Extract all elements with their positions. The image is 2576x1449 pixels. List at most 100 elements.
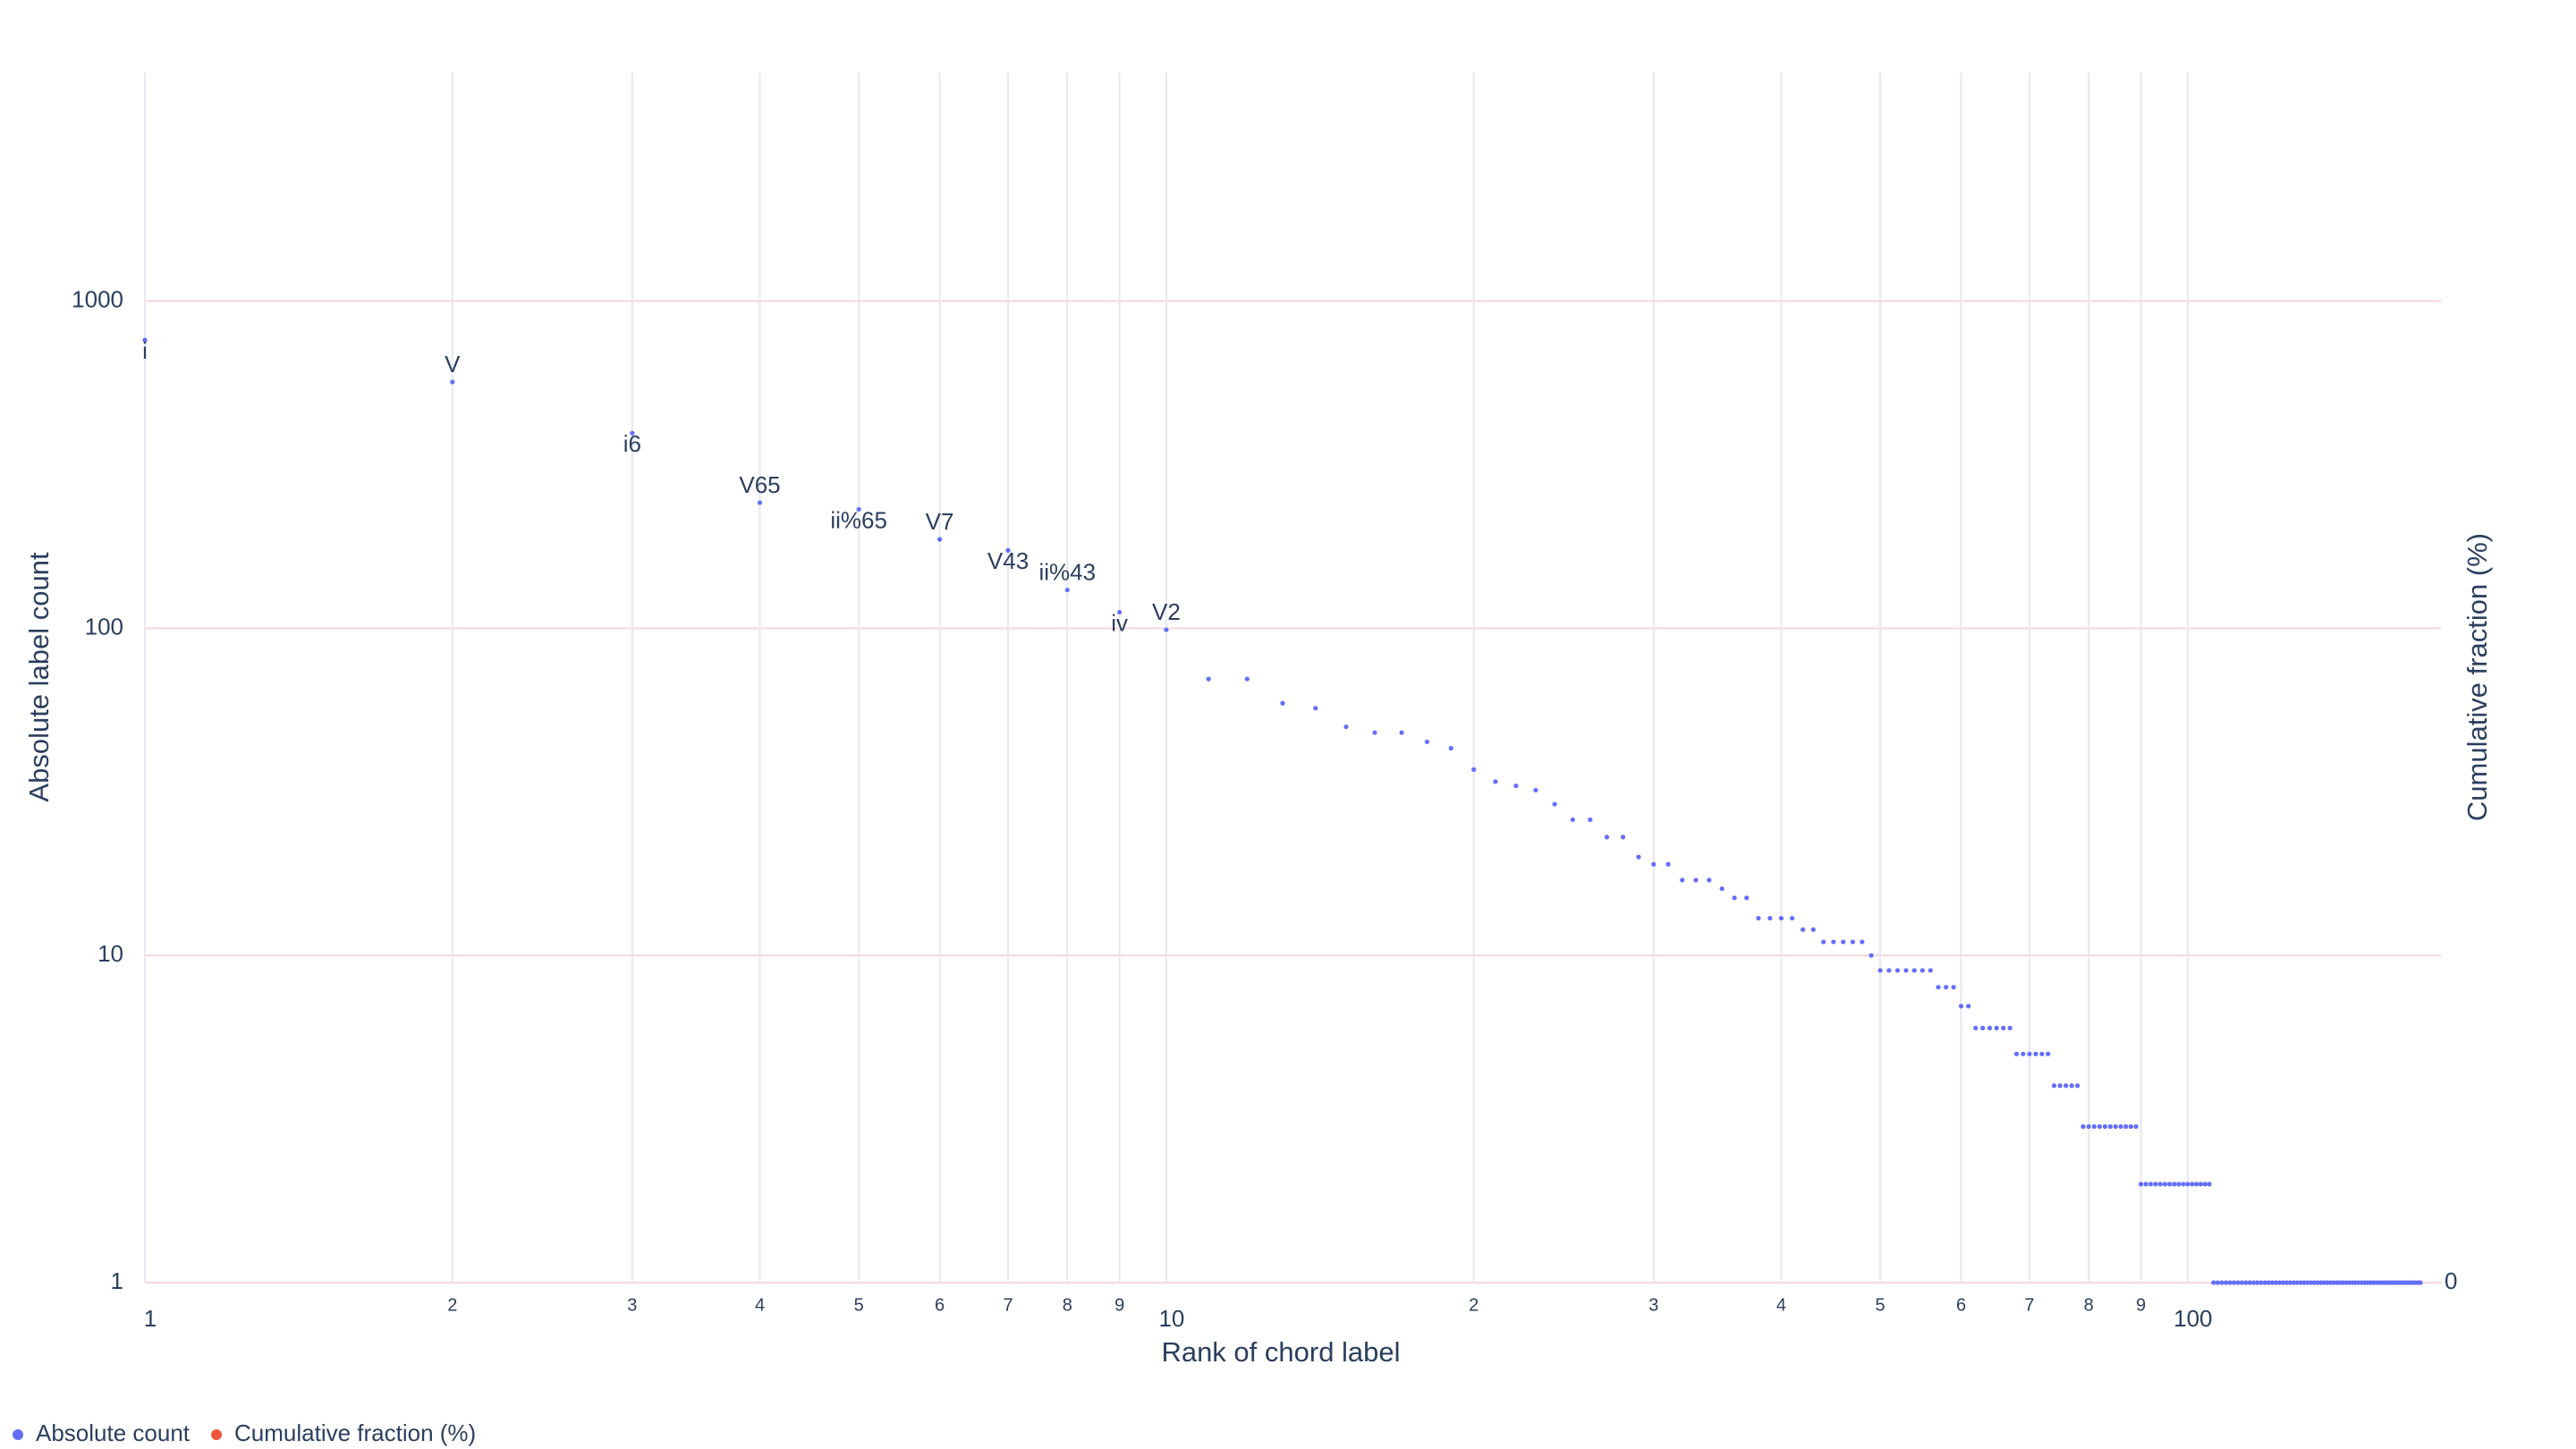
y-tick-label: 10 [97,940,123,967]
data-point [1493,779,1498,784]
data-point [1732,895,1737,901]
data-point [1951,985,1956,990]
data-point [2227,1280,2233,1285]
data-point [1693,877,1699,883]
data-point [1894,968,1901,973]
data-point [2331,1280,2336,1285]
data-point [2033,1051,2038,1056]
data-point [1719,886,1724,892]
x-minor-tick-label: 8 [1063,1295,1072,1315]
data-point [2294,1280,2300,1285]
data-point [1570,817,1575,823]
x-tick-label: 100 [2174,1305,2212,1332]
data-point [2143,1182,2148,1187]
data-point [2075,1083,2080,1089]
data-point [1778,915,1784,921]
data-point [1767,915,1773,921]
data-point [1821,939,1826,945]
data-point [1533,787,1538,793]
data-point [2318,1280,2324,1285]
x-tick-label: 1 [144,1305,157,1332]
data-point [630,430,635,436]
data-point [2091,1123,2097,1130]
data-point [2039,1051,2045,1056]
data-point [1994,1025,1999,1030]
point-label: ii%65 [830,506,887,533]
data-point [1877,968,1883,973]
data-point [1064,587,1070,593]
data-point [1680,877,1685,883]
data-point [1513,783,1519,789]
x-minor-tick-label: 8 [2084,1295,2094,1315]
data-point [2057,1083,2063,1089]
y-tick-label: 1000 [72,286,123,313]
data-point [2255,1280,2260,1285]
data-point [2287,1280,2293,1285]
data-point [2123,1123,2129,1130]
data-point [1868,953,1874,958]
legend-marker [13,1429,23,1440]
data-point [1313,706,1318,711]
data-point [2327,1280,2334,1285]
x-axis-title: Rank of chord label [1161,1336,1400,1368]
data-point [2315,1280,2320,1285]
y-tick-label: 1 [111,1267,123,1294]
data-point [1919,968,1925,973]
y2-axis-title: Cumulative fraction (%) [2462,533,2493,821]
data-point [1810,927,1816,932]
data-point [1903,968,1909,973]
x-minor-tick-label: 2 [447,1295,457,1315]
data-point [2243,1280,2249,1285]
data-point [1280,700,1285,706]
data-point [2069,1083,2074,1089]
point-label: ii%43 [1038,558,1096,585]
data-point [1651,861,1657,867]
data-point [856,506,861,513]
x-minor-tick-label: 9 [1114,1295,1124,1315]
data-point [2258,1280,2264,1285]
data-point [1958,1004,1964,1009]
data-point [1801,927,1806,932]
data-point [2157,1182,2163,1187]
point-label: i [142,337,148,364]
data-point [2247,1280,2252,1285]
data-point [2239,1280,2245,1285]
x-minor-tick-label: 7 [2024,1295,2034,1315]
data-point [2207,1182,2212,1187]
x-minor-tick-label: 7 [1003,1295,1013,1315]
data-point [2325,1280,2330,1285]
data-point [2113,1123,2118,1130]
data-point [2153,1182,2158,1187]
y-axis-title: Absolute label count [23,552,55,802]
data-point [1552,801,1557,807]
data-point [2211,1280,2216,1285]
data-point [2223,1280,2229,1285]
data-point [2027,1051,2032,1056]
data-point [2198,1182,2204,1187]
data-point [2185,1182,2190,1187]
data-point [1980,1025,1986,1030]
data-point [757,500,763,505]
data-point [1756,915,1761,921]
data-point [1343,724,1349,730]
x-minor-tick-label: 2 [1469,1295,1479,1315]
data-point [1604,835,1610,840]
x-minor-tick-label: 3 [1648,1295,1658,1315]
data-point [2194,1182,2199,1187]
data-point [1399,730,1404,735]
data-point [2133,1123,2139,1130]
x-minor-tick-label: 4 [1776,1295,1786,1315]
x-minor-tick-label: 6 [1956,1295,1966,1315]
data-point [2269,1280,2275,1285]
data-point [1973,1025,1979,1030]
data-point [1620,835,1626,840]
data-point [1987,1025,1993,1030]
data-point [1707,877,1712,883]
data-point [2280,1280,2286,1285]
data-point [1424,739,1430,744]
data-point [1471,767,1477,772]
data-point [2063,1083,2069,1089]
data-point [2215,1280,2220,1285]
y-tick-label: 100 [85,613,123,640]
